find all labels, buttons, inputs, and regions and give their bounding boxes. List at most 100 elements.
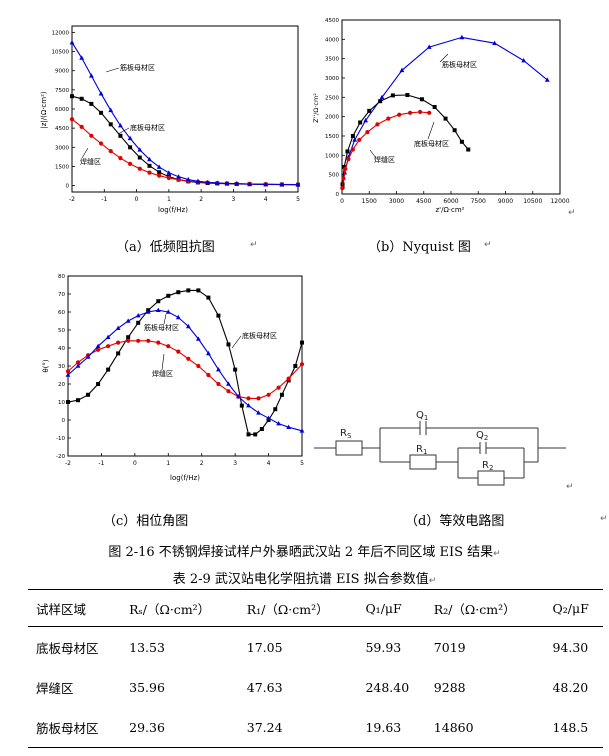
data-point-square	[66, 400, 70, 404]
series-line-circle	[71, 118, 299, 186]
return-mark: ↵	[568, 208, 576, 218]
data-point-square	[459, 139, 464, 144]
data-point-triangle	[65, 372, 71, 377]
series-line-triangle	[71, 42, 299, 186]
table-cell: 19.63	[357, 707, 426, 748]
col-header-r1: R₁/（Ω·cm²）	[238, 589, 358, 627]
data-point-triangle	[166, 170, 172, 175]
x-tick-label: 3	[233, 460, 237, 467]
x-tick-label: 6000	[443, 198, 458, 205]
chart-a-annotation-base: 底板母材区	[130, 123, 165, 132]
data-point-square	[443, 116, 448, 121]
data-point-triangle	[205, 179, 210, 185]
x-tick-label: 1	[167, 196, 171, 203]
data-point-circle	[196, 363, 201, 369]
data-point-triangle	[379, 94, 385, 100]
data-point-square	[216, 313, 221, 318]
table-cell: 35.96	[129, 679, 165, 695]
data-point-circle	[216, 381, 221, 387]
y-tick-label: 70	[58, 292, 65, 298]
return-mark: ↵	[484, 240, 492, 250]
caption-b: （b）Nyquist 图	[368, 240, 471, 255]
data-point-circle	[116, 340, 121, 345]
data-point-circle	[341, 176, 346, 181]
data-point-square	[196, 288, 201, 293]
x-tick-label: -2	[65, 460, 71, 467]
table-cell: 29.36	[121, 707, 239, 748]
y-tick-label: 80	[58, 274, 65, 280]
data-point-circle	[166, 344, 171, 349]
y-tick-label: 0	[336, 192, 340, 198]
data-point-circle	[65, 369, 71, 374]
data-point-circle	[128, 161, 133, 167]
data-point-square	[419, 97, 424, 102]
data-point-triangle	[226, 381, 231, 386]
data-point-circle	[350, 147, 355, 152]
x-tick-label: 4	[264, 196, 268, 203]
data-point-circle	[246, 396, 251, 401]
y-tick-label: 30	[58, 364, 65, 370]
table-cell: 59.93	[365, 639, 402, 655]
data-point-square	[128, 145, 133, 150]
data-point-square	[358, 120, 363, 125]
data-point-square	[246, 432, 251, 437]
table-cell: 14860	[425, 707, 545, 748]
data-point-square	[259, 427, 264, 431]
data-point-circle	[166, 175, 171, 181]
data-point-triangle	[185, 323, 191, 329]
data-point-square	[253, 432, 258, 437]
data-point-square	[345, 149, 350, 154]
data-point-triangle	[286, 424, 292, 429]
data-point-circle	[176, 349, 181, 354]
y-tick-label: 3500	[325, 57, 339, 63]
table-title: 表 2-9 武汉站电化学阻抗谱 EIS 拟合参数值↵	[172, 572, 437, 587]
data-point-triangle	[155, 307, 161, 312]
x-tick-label: 1500	[362, 198, 377, 205]
data-point-circle	[408, 110, 413, 115]
data-point-square	[226, 342, 231, 347]
data-point-triangle	[236, 394, 241, 399]
x-tick-label: 5	[300, 460, 304, 467]
x-tick-label: 2	[200, 460, 204, 467]
data-point-triangle	[79, 55, 85, 60]
table-cell: 底板母材区	[36, 640, 99, 656]
col-header-rs: Rₛ/（Ω·cm²）	[121, 589, 239, 627]
chart-b-nyquist: 0 1500 3000 4500 6000 7500 9000 10500 12000 0 500 1…	[312, 18, 570, 214]
data-point-square	[367, 108, 372, 113]
data-point-triangle	[147, 156, 152, 162]
data-point-triangle	[105, 334, 111, 339]
y-tick-label: 20	[58, 382, 65, 388]
y-tick-label: -10	[56, 436, 65, 442]
data-point-circle	[427, 110, 432, 115]
chart-a-ylabel: |z|/(Ω·cm²)	[40, 91, 48, 129]
data-point-triangle	[95, 343, 101, 348]
data-point-square	[176, 290, 181, 295]
data-point-triangle	[175, 314, 181, 320]
x-tick-label: 3000	[389, 198, 404, 205]
y-tick-label: 1500	[325, 134, 339, 140]
y-tick-label: 6000	[55, 107, 69, 113]
data-point-square	[390, 93, 395, 98]
data-point-square	[108, 122, 113, 127]
data-point-triangle	[256, 410, 261, 415]
data-point-triangle	[75, 363, 81, 368]
table-row: 焊缝区 35.96 47.63 248.40 9288 48.20	[28, 667, 603, 707]
table-cell: 47.63	[246, 679, 283, 695]
series-line-triangle	[67, 309, 303, 432]
circuit-label-q1: Q1	[416, 410, 428, 422]
data-point-square	[99, 110, 104, 115]
data-point-circle	[365, 130, 370, 135]
data-point-circle	[276, 385, 281, 390]
chart-b-xlabel: z'/Ω·cm²	[435, 206, 464, 214]
y-tick-label: 50	[58, 328, 65, 334]
y-tick-label: 60	[58, 310, 65, 316]
data-point-triangle	[246, 403, 251, 408]
data-point-triangle	[299, 428, 305, 433]
x-tick-label: 10500	[523, 198, 542, 205]
data-point-triangle	[118, 123, 123, 128]
table-cell: 248.40	[365, 679, 410, 695]
circuit-label-rs: RS	[340, 428, 352, 440]
data-point-square	[279, 392, 284, 397]
data-point-triangle	[352, 137, 358, 142]
y-tick-label: 2500	[325, 95, 339, 101]
